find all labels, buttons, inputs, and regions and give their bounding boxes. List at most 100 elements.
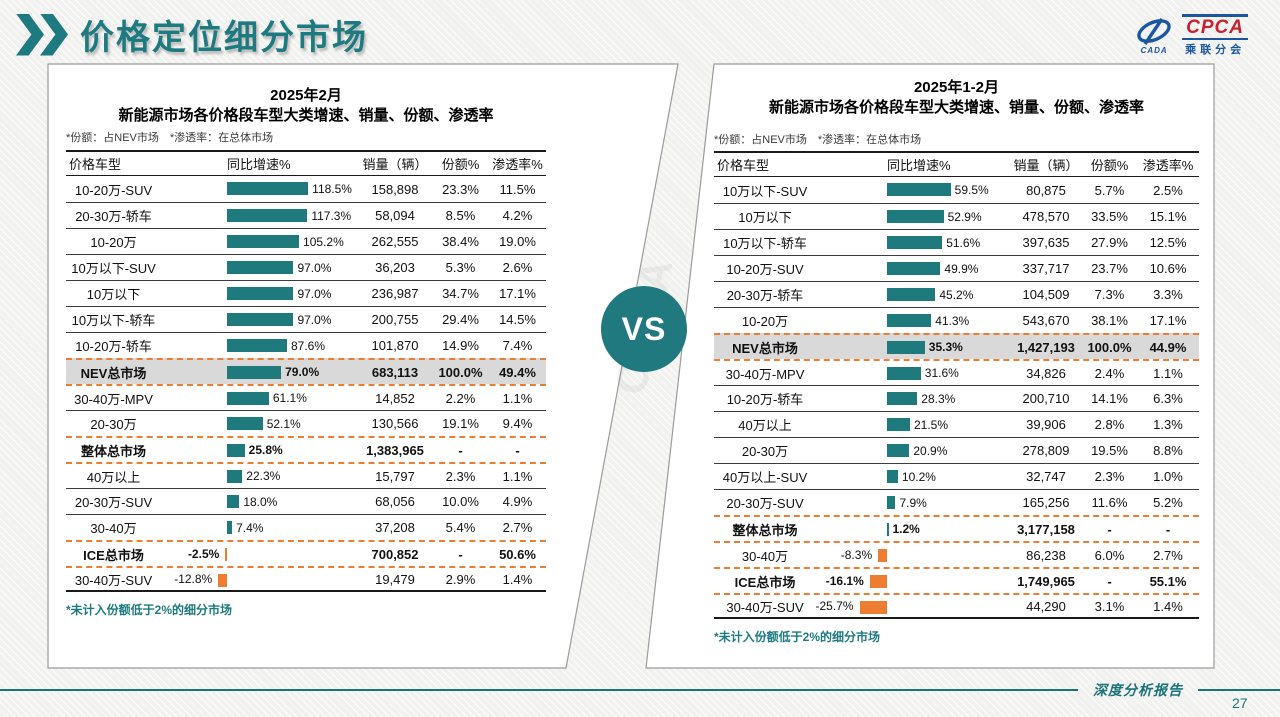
penetration-value: 17.1% (499, 286, 536, 301)
table-row: 10万以下-SUV 97.0% 36,203 5.3% 2.6% (66, 254, 546, 280)
growth-bar (218, 574, 227, 587)
growth-bar (227, 235, 300, 248)
table-row: 整体总市场 1.2% 3,177,158 - - (714, 515, 1199, 541)
column-header-penetration: 渗透率% (1142, 158, 1194, 173)
sales-value: 700,852 (371, 546, 419, 562)
growth-value: 25.8% (248, 443, 283, 457)
sales-value: 3,177,158 (1017, 521, 1075, 537)
chevron-icon (16, 13, 44, 56)
growth-chart-cell: -12.8% (174, 568, 358, 590)
growth-value: 87.6% (291, 338, 326, 353)
table-row: 30-40万 -8.3% 86,238 6.0% 2.7% (714, 541, 1199, 567)
sales-value: 262,555 (371, 234, 419, 249)
growth-chart-cell: 35.3% (838, 335, 1010, 359)
growth-value: 51.6% (946, 235, 981, 250)
penetration-value: 17.1% (1149, 313, 1187, 328)
penetration-value: 1.3% (1153, 417, 1183, 432)
share-value: 5.4% (445, 520, 476, 535)
penetration-value: 15.1% (1149, 209, 1187, 224)
growth-value: 52.1% (266, 416, 301, 431)
price-segment-label: 20-30万-SUV (726, 496, 804, 511)
growth-chart-cell: 1.2% (838, 517, 1010, 541)
penetration-value: 2.7% (1153, 547, 1183, 563)
growth-value: 97.0% (297, 260, 332, 275)
growth-chart-cell: -8.3% (838, 543, 1010, 567)
share-value: 2.4% (1094, 365, 1125, 381)
table-body: 10万以下-SUV 59.5% 80,875 5.7% 2.5% 10万以下 52.9% 47… (714, 177, 1199, 619)
cpca-subtitle: 乘联分会 (1185, 44, 1246, 56)
price-segment-label: ICE总市场 (734, 574, 796, 590)
growth-chart-cell: 45.2% (838, 282, 1010, 307)
growth-value: -16.1% (825, 574, 864, 588)
penetration-value: 7.4% (502, 338, 533, 353)
sales-value: 165,256 (1022, 495, 1070, 510)
table-row: 40万以上 22.3% 15,797 2.3% 1.1% (66, 462, 546, 488)
sales-value: 158,898 (371, 181, 419, 197)
table-row: 10万以下 52.9% 478,570 33.5% 15.1% (714, 203, 1199, 229)
growth-value: 49.9% (944, 261, 979, 276)
table-header-row: 价格车型 同比增速% 销量（辆） 份额% 渗透率% (714, 153, 1199, 177)
growth-bar (227, 495, 240, 508)
footer-divider (1198, 689, 1280, 691)
share-value: 5.3% (445, 260, 476, 275)
growth-chart-cell: -16.1% (826, 569, 1010, 593)
table-row: 20-30万-轿车 117.3% 58,094 8.5% 4.2% (66, 202, 546, 228)
share-value: 10.0% (442, 494, 479, 509)
growth-chart-cell: 31.6% (838, 361, 1010, 385)
growth-chart-cell: 10.2% (838, 464, 1010, 489)
sales-value: 37,208 (375, 520, 415, 535)
panel-title-line2: 新能源市场各价格段车型大类增速、销量、份额、渗透率 (118, 107, 494, 124)
swirl-icon (1137, 17, 1171, 45)
share-value: 38.1% (1091, 313, 1128, 328)
table-row: 20-30万-SUV 7.9% 165,256 11.6% 5.2% (714, 489, 1199, 515)
column-header-segment: 价格车型 (69, 157, 122, 172)
chevron-icon (40, 13, 68, 56)
growth-chart-cell: 21.5% (838, 412, 1010, 437)
column-header-sales: 销量（辆） (362, 157, 428, 172)
vs-badge: VS (601, 286, 687, 372)
growth-bar (227, 209, 308, 222)
growth-chart-cell: 61.1% (183, 386, 358, 410)
table-row: 10万以下 97.0% 236,987 34.7% 17.1% (66, 280, 546, 306)
growth-bar (887, 262, 941, 275)
table-row: NEV总市场 35.3% 1,427,193 100.0% 44.9% (714, 333, 1199, 359)
double-chevron-icon (16, 13, 68, 56)
growth-value: 52.9% (947, 209, 982, 224)
cpca-wordmark: CPCA 乘联分会 (1182, 14, 1248, 57)
growth-value: 21.5% (914, 417, 949, 432)
table-row: 40万以上 21.5% 39,906 2.8% 1.3% (714, 411, 1199, 437)
column-header-share: 份额% (1090, 158, 1129, 173)
penetration-value: 55.1% (1149, 573, 1187, 589)
share-value: 5.7% (1094, 182, 1125, 198)
price-segment-label: 20-30万-轿车 (726, 288, 804, 303)
table-row: 40万以上-SUV 10.2% 32,747 2.3% 1.0% (714, 463, 1199, 489)
column-header-growth: 同比增速% (227, 157, 291, 172)
penetration-value: 1.1% (1153, 365, 1183, 381)
table-row: 30-40万-MPV 31.6% 34,826 2.4% 1.1% (714, 359, 1199, 385)
sales-value: 86,238 (1026, 547, 1066, 563)
growth-bar (227, 182, 309, 195)
share-value: 2.8% (1094, 417, 1125, 432)
cada-swirl-icon: CADA (1133, 17, 1175, 55)
price-segment-label: 10-20万-轿车 (726, 392, 804, 407)
price-segment-label: 30-40万-MPV (725, 366, 805, 382)
penetration-value: 12.5% (1149, 235, 1187, 250)
table-row: 30-40万 7.4% 37,208 5.4% 2.7% (66, 514, 546, 540)
growth-chart-cell: 97.0% (183, 255, 358, 280)
share-value: 29.4% (442, 312, 479, 327)
growth-bar (227, 444, 245, 457)
footer-report-label: 深度分析报告 (1093, 683, 1183, 699)
price-segment-label: NEV总市场 (732, 340, 798, 356)
sales-value: 104,509 (1022, 287, 1070, 302)
penetration-value: 1.1% (502, 390, 533, 406)
table-row: 30-40万-SUV -12.8% 19,479 2.9% 1.4% (66, 566, 546, 592)
penetration-value: 1.4% (1153, 598, 1183, 614)
price-segment-label: 10-20万 (741, 314, 789, 329)
growth-bar (887, 314, 932, 327)
column-header-growth: 同比增速% (887, 158, 951, 173)
penetration-value: 14.5% (499, 312, 536, 327)
price-segment-label: 40万以上-SUV (722, 470, 808, 485)
growth-chart-cell: 25.8% (183, 438, 358, 462)
growth-value: -12.8% (174, 572, 213, 586)
share-value: 19.1% (442, 416, 479, 431)
